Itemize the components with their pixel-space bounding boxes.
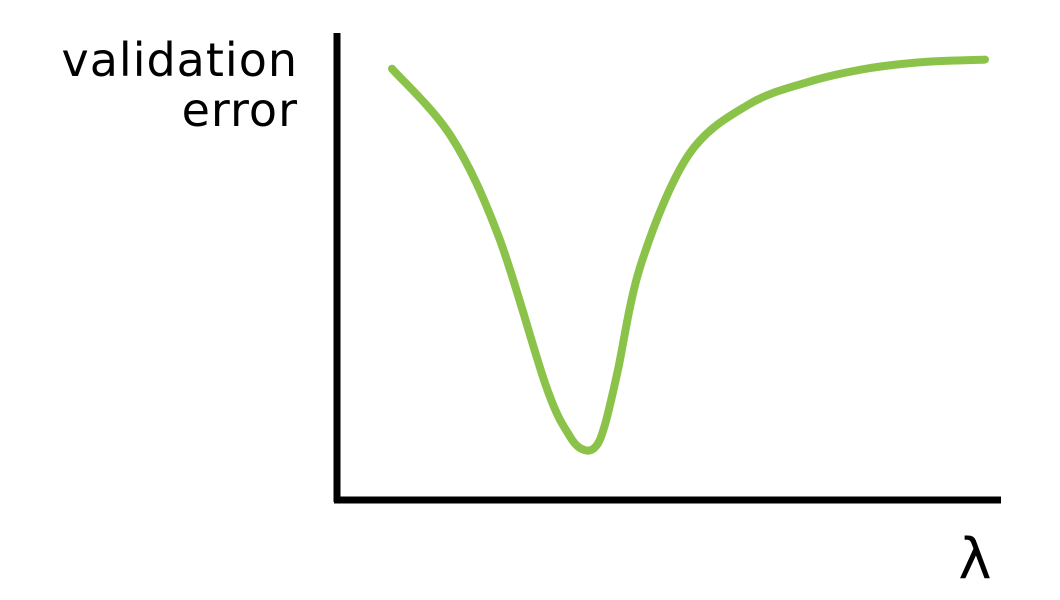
x-axis-label: λ bbox=[958, 527, 991, 592]
y-axis-label-line-2: error bbox=[182, 83, 298, 137]
y-axis-label-line-1: validation bbox=[62, 33, 298, 87]
validation-error-curve bbox=[388, 55, 989, 455]
